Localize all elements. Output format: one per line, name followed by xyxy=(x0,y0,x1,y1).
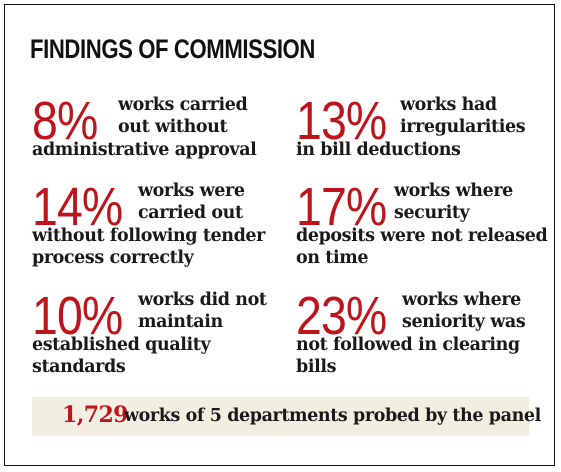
summary-banner: 1,729 works of 5 departments probed by t… xyxy=(32,397,541,436)
stat-line: not followed in clearing xyxy=(296,335,520,355)
stat-line: deposits were not released xyxy=(296,226,548,246)
stat-line: without following tender xyxy=(32,226,265,246)
infographic-frame xyxy=(4,4,555,466)
stat-line: out without xyxy=(118,117,228,137)
stat-line: works did not xyxy=(138,290,267,310)
stat-percentage: 14% xyxy=(32,177,123,237)
stat-line: works had xyxy=(400,95,497,115)
stat-13-percent: 13% works had irregularities in bill ded… xyxy=(296,94,546,164)
stat-line: carried out xyxy=(138,203,243,223)
stat-10-percent: 10% works did not maintain established q… xyxy=(32,289,282,381)
stat-percentage: 10% xyxy=(32,286,123,346)
stat-line: seniority was xyxy=(402,312,526,332)
stat-line: maintain xyxy=(138,312,223,332)
stat-line: works where xyxy=(394,181,513,201)
stat-percentage: 23% xyxy=(296,286,387,346)
stat-line: works were xyxy=(138,181,245,201)
stat-line: works carried xyxy=(118,95,248,115)
stat-line: in bill deductions xyxy=(296,140,461,160)
stat-17-percent: 17% works where security deposits were n… xyxy=(296,177,548,272)
stat-line: security xyxy=(394,203,470,223)
stat-line: administrative approval xyxy=(32,140,257,160)
stat-line: works where xyxy=(402,290,521,310)
stat-percentage: 8% xyxy=(32,91,98,151)
stat-8-percent: 8% works carried out without administrat… xyxy=(32,94,282,164)
stat-14-percent: 14% works were carried out without follo… xyxy=(32,180,282,272)
stat-percentage: 13% xyxy=(296,91,387,151)
stat-line: irregularities xyxy=(400,117,526,137)
stat-line: standards xyxy=(32,357,126,377)
works-count: 1,729 xyxy=(62,402,128,428)
stat-line: on time xyxy=(296,248,369,268)
stat-percentage: 17% xyxy=(296,177,387,237)
infographic-title: FINDINGS OF COMMISSION xyxy=(30,34,315,64)
stat-line: established quality xyxy=(32,335,211,355)
stat-line: bills xyxy=(296,357,337,377)
stat-23-percent: 23% works where seniority was not follow… xyxy=(296,289,546,381)
summary-text: works of 5 departments probed by the pan… xyxy=(124,406,541,426)
stat-line: process correctly xyxy=(32,248,194,268)
